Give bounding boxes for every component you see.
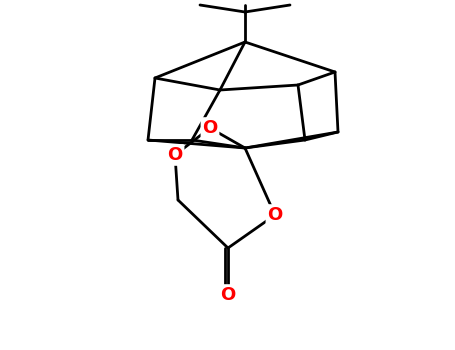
- Text: O: O: [220, 286, 236, 304]
- Text: O: O: [268, 206, 283, 224]
- Text: O: O: [202, 119, 217, 137]
- Text: O: O: [167, 146, 182, 164]
